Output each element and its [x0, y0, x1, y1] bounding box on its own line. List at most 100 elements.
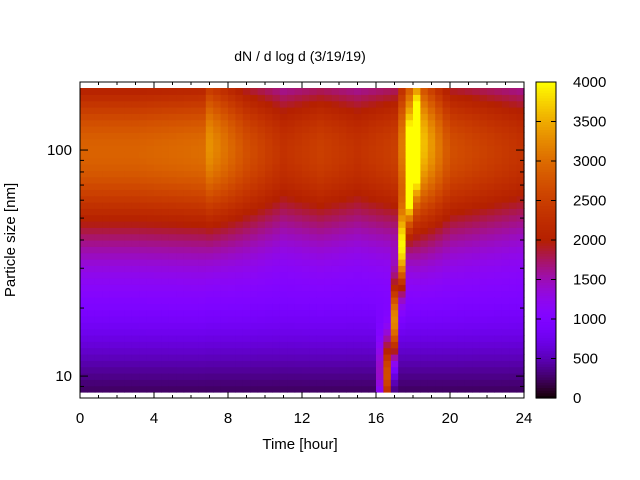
heatmap-cell	[131, 265, 140, 273]
heatmap-cell	[324, 360, 333, 368]
heatmap-cell	[191, 119, 199, 127]
heatmap-cell	[131, 284, 140, 292]
heatmap-cell	[176, 341, 185, 349]
heatmap-cell	[413, 189, 421, 197]
heatmap-cell	[117, 278, 125, 285]
heatmap-cell	[509, 347, 518, 355]
heatmap-cell	[279, 202, 288, 209]
heatmap-cell	[316, 100, 325, 108]
heatmap-cell	[176, 100, 185, 108]
heatmap-cell	[265, 373, 273, 380]
heatmap-cell	[450, 126, 458, 133]
heatmap-cell	[228, 100, 236, 108]
heatmap-cell	[509, 88, 518, 95]
heatmap-cell	[487, 354, 495, 361]
heatmap-cell	[279, 157, 288, 165]
x-tick-label: 4	[150, 410, 158, 427]
heatmap-cell	[450, 233, 458, 241]
heatmap-cell	[509, 303, 518, 311]
heatmap-cell	[339, 379, 347, 387]
heatmap-cell	[427, 379, 436, 387]
heatmap-cell	[124, 360, 133, 368]
heatmap-cell	[427, 119, 436, 127]
colorbar-cell	[536, 95, 556, 99]
heatmap-cell	[80, 202, 88, 209]
heatmap-cell	[154, 189, 162, 197]
heatmap-cell	[442, 189, 451, 197]
heatmap-cell	[450, 164, 458, 171]
heatmap-cell	[479, 107, 488, 114]
heatmap-cell	[139, 265, 148, 273]
heatmap-cell	[472, 221, 481, 228]
heatmap-cell	[265, 341, 273, 349]
heatmap-cell	[339, 259, 347, 266]
heatmap-cell	[272, 240, 281, 247]
heatmap-cell	[250, 328, 259, 336]
heatmap-cell	[257, 183, 266, 190]
heatmap-cell	[324, 138, 333, 146]
heatmap-cell	[353, 297, 362, 304]
heatmap-cell	[198, 335, 207, 342]
heatmap-cell	[516, 385, 525, 393]
heatmap-cell	[339, 328, 347, 336]
heatmap-cell	[494, 151, 503, 159]
heatmap-cell	[368, 176, 377, 184]
heatmap-cell	[80, 227, 88, 235]
heatmap-cell	[450, 335, 458, 342]
colorbar-cell	[536, 271, 556, 275]
heatmap-cell	[87, 145, 96, 152]
heatmap-cell	[501, 259, 510, 266]
heatmap-cell	[242, 107, 251, 114]
heatmap-cell	[161, 303, 170, 311]
heatmap-cell	[109, 100, 118, 108]
heatmap-cell	[146, 259, 155, 266]
heatmap-cell	[131, 151, 140, 159]
heatmap-cell	[361, 113, 370, 121]
heatmap-cell	[87, 278, 96, 285]
heatmap-cell	[368, 227, 377, 235]
heatmap-cell	[191, 195, 199, 203]
heatmap-cell	[168, 322, 177, 330]
heatmap-cell	[191, 189, 199, 197]
heatmap-cell	[376, 379, 384, 387]
heatmap-cell	[405, 316, 414, 323]
heatmap-cell	[324, 119, 333, 127]
heatmap-cell	[309, 284, 318, 292]
heatmap-cell	[176, 208, 185, 216]
heatmap-cell	[250, 278, 259, 285]
heatmap-cell	[146, 360, 155, 368]
heatmap-cell	[250, 227, 259, 235]
heatmap-cell	[257, 360, 266, 368]
heatmap-cell	[487, 385, 495, 393]
heatmap-cell	[161, 385, 170, 393]
heatmap-cell	[413, 297, 421, 304]
heatmap-cell	[294, 145, 303, 152]
heatmap-cell	[80, 183, 88, 190]
heatmap-cell	[398, 176, 407, 184]
heatmap-cell	[427, 360, 436, 368]
heatmap-cell	[265, 252, 273, 260]
heatmap-cell	[442, 252, 451, 260]
heatmap-cell	[324, 88, 333, 95]
heatmap-cell	[383, 113, 392, 121]
heatmap-cell	[124, 259, 133, 266]
colorbar-cell	[536, 129, 556, 133]
heatmap-cell	[124, 278, 133, 285]
heatmap-cell	[139, 373, 148, 380]
heatmap-cell	[198, 379, 207, 387]
heatmap-cell	[398, 170, 407, 178]
heatmap-cell	[94, 347, 103, 355]
heatmap-cell	[353, 347, 362, 355]
heatmap-cell	[235, 145, 244, 152]
heatmap-cell	[87, 208, 96, 216]
heatmap-cell	[501, 214, 510, 222]
heatmap-cell	[353, 328, 362, 336]
heatmap-cell	[472, 145, 481, 152]
heatmap-cell	[87, 88, 96, 95]
heatmap-cell	[198, 328, 207, 336]
heatmap-cell	[287, 145, 296, 152]
heatmap-cell	[339, 240, 347, 247]
heatmap-cell	[235, 195, 244, 203]
heatmap-cell	[368, 316, 377, 323]
heatmap-cell	[324, 113, 333, 121]
